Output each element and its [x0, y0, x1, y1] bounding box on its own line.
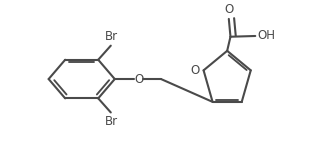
- Text: Br: Br: [105, 30, 118, 43]
- Text: O: O: [134, 73, 143, 86]
- Text: OH: OH: [257, 29, 275, 43]
- Text: O: O: [190, 64, 200, 77]
- Text: Br: Br: [105, 115, 118, 128]
- Text: O: O: [224, 3, 233, 16]
